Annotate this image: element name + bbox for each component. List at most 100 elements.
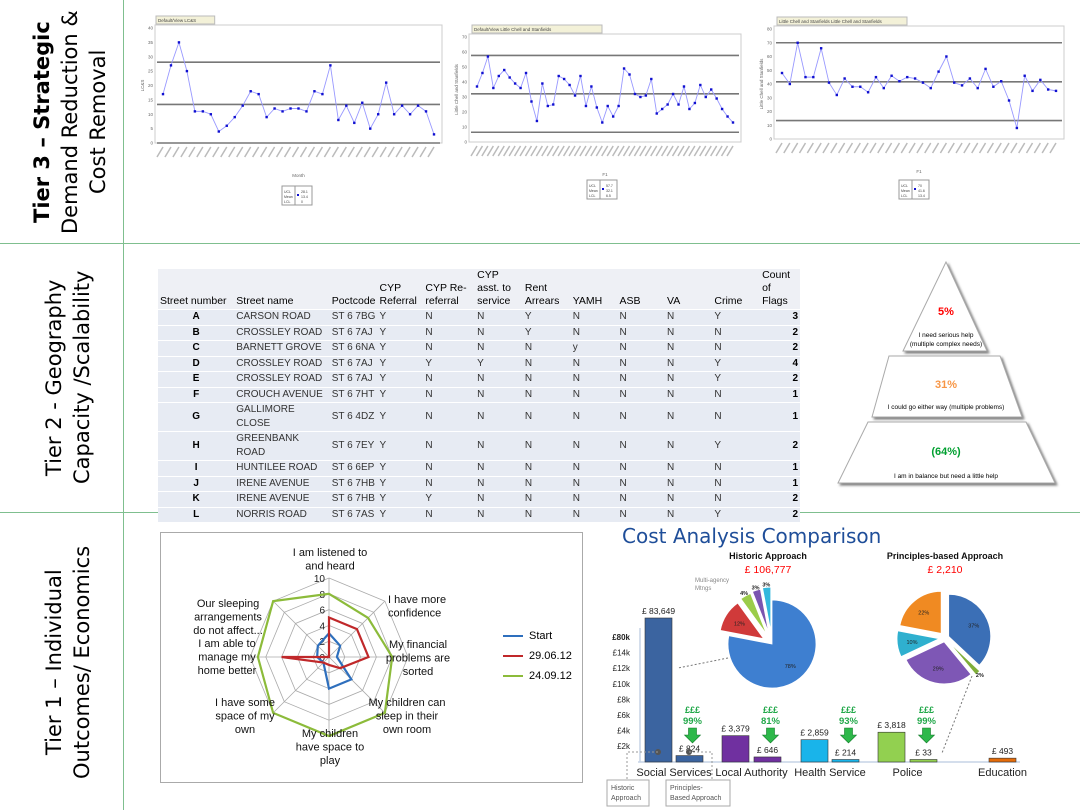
data-point — [573, 94, 577, 97]
x-tick-label — [497, 145, 505, 157]
table-cell: Y — [377, 310, 424, 325]
x-tick-label — [671, 145, 680, 157]
principles-pie: Principles-based Approach £ 2,210 37% 2% 29%… — [887, 551, 1003, 685]
data-point — [584, 104, 588, 108]
radar-tick-label: 6 — [319, 606, 325, 617]
data-point — [1031, 89, 1034, 93]
cost-category-2: £ 2,859 £ 214 Health Service £££93% — [794, 705, 866, 779]
data-point — [337, 118, 340, 122]
historic-bar — [877, 731, 906, 763]
x-tick-label — [228, 146, 236, 158]
chart-tab — [471, 24, 603, 34]
y-tick-label: 0 — [464, 140, 467, 145]
table-cell: CARSON ROAD — [234, 310, 330, 325]
data-point — [882, 86, 885, 90]
radar-axis-label-line: Our sleeping — [197, 598, 259, 610]
table-cell: 1 — [760, 476, 800, 491]
x-tick-label — [347, 146, 355, 158]
table-row: A CARSON ROAD ST 6 7BG Y N N Y N N N Y 3 — [158, 310, 800, 325]
y-tick-label: 20 — [462, 110, 468, 115]
x-tick-label — [666, 145, 674, 157]
data-point — [497, 74, 500, 78]
pie-title: Principles-based Approach — [887, 551, 1003, 561]
radar-tick-label: 4 — [319, 621, 325, 632]
x-tick-label — [573, 145, 582, 157]
data-point — [617, 104, 620, 108]
x-tick-label — [387, 146, 395, 158]
table-cell: Y — [377, 476, 424, 491]
table-cell: N — [522, 403, 571, 431]
data-point — [710, 88, 713, 91]
radar-series-Start — [316, 631, 353, 691]
tier-1-label: Tier 1 – Individual Outcomes/ Economics — [40, 518, 96, 806]
legend-label: UCL — [901, 184, 908, 188]
table-cell: N — [475, 432, 523, 460]
legend-item: 29.06.12 — [503, 650, 572, 662]
data-point — [273, 107, 276, 110]
data-point — [169, 64, 173, 67]
column-header: YAMH — [570, 269, 618, 309]
x-tick-label — [411, 146, 419, 158]
table-cell: N — [664, 310, 713, 325]
legend-marker — [602, 188, 604, 190]
x-tick-label — [180, 146, 188, 158]
table-cell: N — [570, 476, 618, 491]
table-row: B CROSSLEY ROAD ST 6 7AJ Y N N Y N N N N 2 — [158, 325, 800, 340]
x-tick-label — [639, 145, 647, 157]
x-tick-label — [986, 142, 995, 154]
principles-value-label: £ 824 — [679, 744, 701, 754]
data-point — [353, 121, 356, 125]
legend-swatch — [503, 635, 523, 637]
y-tick-label: £2k — [617, 742, 631, 751]
cost-analysis-title: Cost Analysis Comparison — [622, 524, 882, 548]
x-tick-label — [323, 146, 332, 158]
x-tick-label — [562, 145, 571, 157]
x-tick-label — [595, 145, 603, 157]
table-cell: N — [664, 356, 713, 371]
table-cell: N — [423, 372, 476, 387]
data-point — [579, 74, 582, 78]
radar-axis-label: I am listened to and heard — [293, 547, 368, 573]
table-cell: N — [617, 372, 665, 387]
y-tick-label: 50 — [767, 68, 773, 73]
data-point — [611, 115, 615, 118]
x-tick-label — [236, 146, 244, 158]
y-tick-label: 5 — [150, 126, 153, 131]
x-tick-label — [275, 146, 284, 158]
legend-connector — [689, 751, 713, 780]
tier-divider — [0, 243, 1080, 244]
x-tick-label — [419, 146, 427, 158]
table-cell: Y — [377, 325, 424, 340]
y-tick-label: 70 — [767, 40, 773, 45]
data-point — [562, 77, 566, 81]
table-cell: 3 — [760, 310, 800, 325]
data-point — [804, 75, 807, 79]
y-tick-label: 80 — [767, 27, 773, 32]
data-point — [859, 85, 862, 88]
table-cell: GREENBANK ROAD — [234, 432, 330, 460]
data-point — [552, 103, 555, 106]
data-point — [546, 104, 550, 108]
y-axis-label: Little Chell and Stanfields — [454, 63, 459, 115]
table-header-row: Street number Street name Poctcode CYP Refe… — [158, 269, 800, 309]
legend-label: LCL — [901, 194, 907, 198]
x-tick-label — [606, 145, 614, 157]
y-tick-label: 20 — [148, 83, 154, 88]
radar-spoke — [272, 656, 330, 714]
data-point — [233, 115, 236, 119]
x-tick-label — [1033, 142, 1041, 154]
table-cell: Y — [522, 310, 571, 325]
data-point — [508, 76, 511, 79]
x-tick-label — [798, 142, 807, 154]
table-cell: Y — [377, 372, 424, 387]
x-tick-label — [355, 146, 363, 158]
chart-tab-label: Default/View LC&S — [158, 18, 196, 23]
data-point — [827, 81, 831, 84]
data-point — [161, 92, 165, 96]
down-arrow-icon — [683, 727, 702, 744]
table-cell: 4 — [760, 356, 800, 371]
y-tick-label: £4k — [617, 727, 631, 736]
data-point — [693, 101, 697, 105]
data-point — [780, 71, 784, 75]
data-point — [644, 94, 648, 97]
